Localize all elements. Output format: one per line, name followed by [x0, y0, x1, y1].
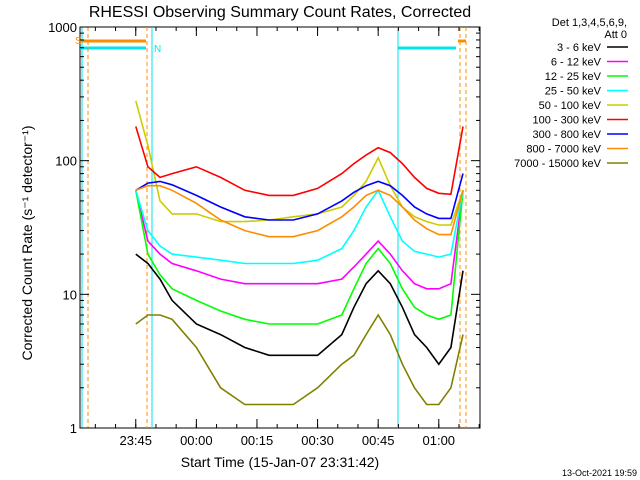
legend-entry-label: 50 - 100 keV [539, 100, 602, 112]
legend: Det 1,3,4,5,6,9,Att 03 - 6 keV 6 - 12 keV… [514, 17, 628, 170]
series-line-8 [135, 184, 464, 238]
legend-entry-label: 6 - 12 keV [551, 57, 602, 69]
plot-border [79, 26, 481, 429]
axes: 1 10 100 1000 23:45 00:00 00:15 00:30 00:45 01:00 [48, 20, 480, 448]
footer-timestamp: 13-Oct-2021 19:59 [562, 468, 637, 478]
series-line-2 [135, 190, 464, 290]
x-tick-label: 01:00 [423, 433, 456, 448]
time-markers: SN [75, 27, 467, 428]
legend-entry-label: 300 - 800 keV [533, 129, 602, 141]
y-tick-label: 100 [55, 154, 77, 169]
legend-entry-label: 3 - 6 keV [557, 42, 602, 54]
plot-frame [79, 26, 481, 429]
legend-entry-label: 12 - 25 keV [545, 71, 602, 83]
series-line-7 [135, 173, 464, 221]
series-line-6 [135, 126, 464, 197]
legend-entry-label: 25 - 50 keV [545, 86, 602, 98]
series-line-1 [135, 253, 464, 366]
series-line-9 [135, 313, 464, 406]
y-tick-label: 1000 [48, 20, 77, 35]
night-marker-label: N [154, 44, 161, 55]
series-line-3 [135, 190, 464, 325]
y-tick-label: 10 [63, 287, 77, 302]
y-tick-label: 1 [70, 421, 77, 436]
series-group [135, 100, 464, 406]
x-tick-label: 00:30 [301, 433, 334, 448]
legend-header: Att 0 [604, 29, 627, 41]
legend-entry-label: 800 - 7000 keV [526, 144, 601, 156]
x-tick-label: 00:45 [362, 433, 395, 448]
saa-marker-label: S [75, 36, 82, 47]
x-axis-label: Start Time (15-Jan-07 23:31:42) [181, 454, 379, 470]
y-axis-label: Corrected Count Rate (s⁻¹ detector⁻¹) [19, 126, 35, 361]
chart-title: RHESSI Observing Summary Count Rates, Co… [89, 4, 471, 21]
x-tick-label: 23:45 [119, 433, 152, 448]
series-line-5 [135, 100, 464, 226]
legend-header: Det 1,3,4,5,6,9, [552, 17, 627, 29]
series-line-4 [135, 188, 464, 265]
x-tick-label: 00:15 [241, 433, 274, 448]
legend-entry-label: 7000 - 15000 keV [514, 158, 602, 170]
x-tick-label: 00:00 [180, 433, 213, 448]
legend-entry-label: 100 - 300 keV [533, 115, 602, 127]
